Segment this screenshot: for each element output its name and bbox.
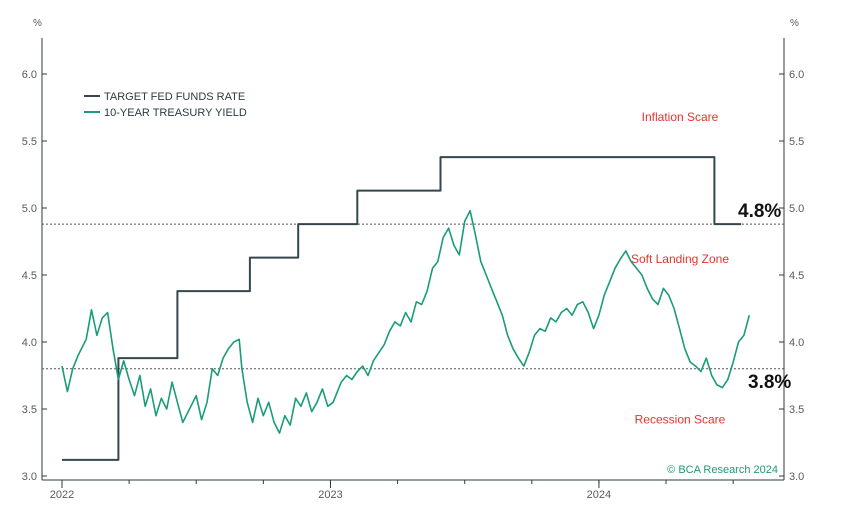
zone-label: Recession Scare — [635, 413, 726, 427]
x-ticks: 2022 2023 2024 — [50, 480, 734, 501]
legend: TARGET FED FUNDS RATE 10-YEAR TREASURY Y… — [84, 91, 247, 119]
series-lines — [61, 156, 751, 461]
legend-label-fed-funds: TARGET FED FUNDS RATE — [104, 91, 245, 103]
credit-text: © BCA Research 2024 — [667, 464, 778, 476]
y-tick-label-right: 6.0 — [789, 69, 804, 81]
x-tick-label: 2023 — [318, 489, 342, 501]
y-tick-label-right: 3.5 — [789, 404, 804, 416]
y-tick-label-left: 4.5 — [22, 270, 37, 282]
legend-label-treasury: 10-YEAR TREASURY YIELD — [104, 107, 247, 119]
zone-labels: Inflation Scare Soft Landing Zone Recessio… — [631, 110, 729, 427]
y-tick-label-right: 4.0 — [789, 337, 804, 349]
y-ticks: 6.0 6.0 5.5 5.5 5.0 5.0 4.5 4.5 4.0 4.0 3.5 3.5 3.0 3… — [22, 69, 805, 483]
zone-label: Inflation Scare — [642, 110, 719, 124]
reference-callout: 3.8% — [748, 372, 791, 393]
y-tick-label-left: 3.5 — [22, 404, 37, 416]
y-tick-label-left: 5.5 — [22, 136, 37, 148]
reference-callout: 4.8% — [738, 201, 781, 222]
y-tick-label-right: 5.5 — [789, 136, 804, 148]
right-unit-label: % — [790, 18, 799, 29]
y-tick-label-right: 4.5 — [789, 270, 804, 282]
y-tick-label-right: 5.0 — [789, 203, 804, 215]
y-tick-label-left: 6.0 — [22, 69, 37, 81]
series-line-1 — [61, 209, 751, 434]
x-tick-label: 2022 — [50, 489, 74, 501]
zone-label: Soft Landing Zone — [631, 252, 729, 266]
reference-lines: 4.8% 3.8% — [42, 201, 791, 393]
y-tick-label-left: 3.0 — [22, 471, 37, 483]
y-tick-label-left: 5.0 — [22, 203, 37, 215]
left-unit-label: % — [33, 18, 42, 29]
y-tick-label-left: 4.0 — [22, 337, 37, 349]
axes — [41, 38, 785, 481]
x-tick-label: 2024 — [587, 489, 611, 501]
series-line-0 — [62, 156, 742, 461]
y-tick-label-right: 3.0 — [789, 471, 804, 483]
